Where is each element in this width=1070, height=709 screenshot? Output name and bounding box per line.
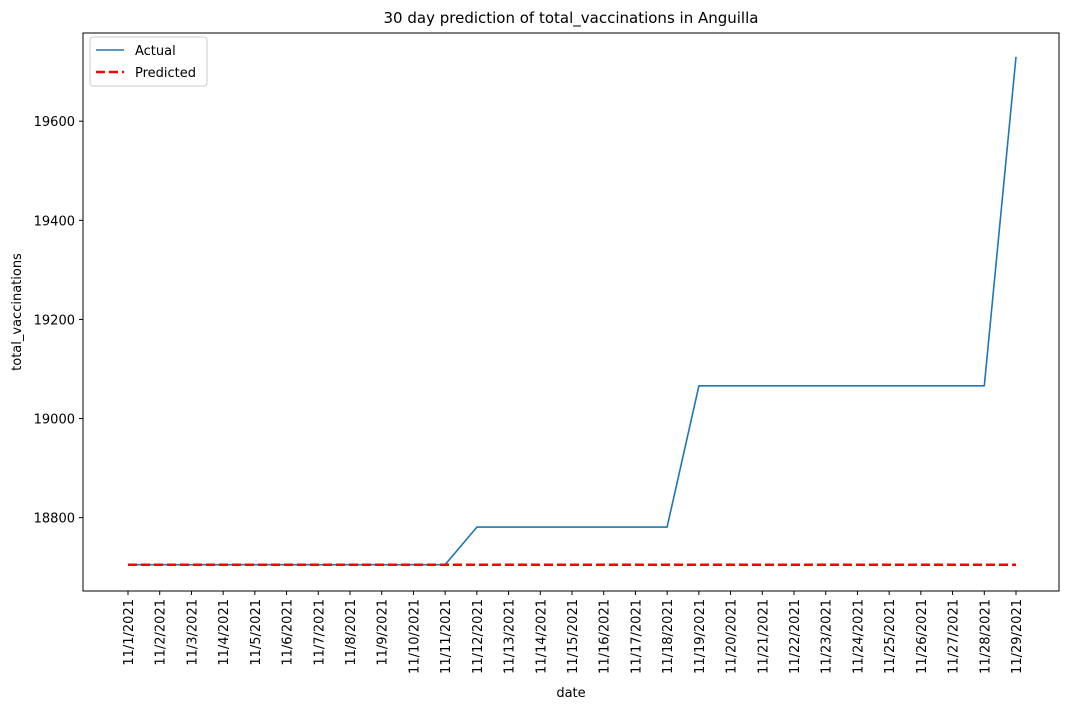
x-tick-label: 11/16/2021: [598, 599, 613, 674]
y-tick-label: 19400: [34, 214, 75, 229]
y-tick-label: 18800: [34, 512, 75, 527]
x-tick-label: 11/8/2021: [344, 599, 359, 666]
plot-area: [128, 56, 1017, 566]
x-tick-label: 11/20/2021: [725, 599, 740, 674]
y-tick-label: 19600: [34, 115, 75, 130]
x-tick-label: 11/21/2021: [756, 599, 771, 674]
x-tick-label: 11/3/2021: [185, 599, 200, 666]
x-tick-label: 11/6/2021: [281, 599, 296, 666]
x-tick-label: 11/10/2021: [407, 599, 422, 674]
x-tick-label: 11/28/2021: [978, 599, 993, 674]
x-tick-label: 11/19/2021: [693, 599, 708, 674]
x-tick-label: 11/13/2021: [503, 599, 518, 674]
x-tick-label: 11/15/2021: [566, 599, 581, 674]
y-tick-label: 19200: [34, 313, 75, 328]
x-tick-label: 11/29/2021: [1010, 599, 1025, 674]
x-tick-label: 11/4/2021: [217, 599, 232, 666]
x-axis-label: date: [556, 686, 585, 701]
legend-label-predicted: Predicted: [135, 66, 196, 81]
x-tick-label: 11/5/2021: [249, 599, 264, 666]
x-tick-label: 11/22/2021: [788, 599, 803, 674]
x-tick-label: 11/12/2021: [471, 599, 486, 674]
plot-frame: [82, 32, 1060, 592]
y-axis-label: total_vaccinations: [10, 253, 25, 371]
x-tick-label: 11/18/2021: [661, 599, 676, 674]
x-tick-label: 11/2/2021: [154, 599, 169, 666]
x-tick-label: 11/17/2021: [629, 599, 644, 674]
legend-label-actual: Actual: [135, 44, 176, 59]
x-tick-label: 11/7/2021: [312, 599, 327, 666]
x-tick-label: 11/9/2021: [376, 599, 391, 666]
x-tick-label: 11/27/2021: [947, 599, 962, 674]
x-tick-label: 11/24/2021: [851, 599, 866, 674]
x-tick-label: 11/23/2021: [820, 599, 835, 674]
x-tick-label: 11/14/2021: [534, 599, 549, 674]
y-tick-label: 19000: [34, 413, 75, 428]
x-tick-label: 11/11/2021: [439, 599, 454, 674]
x-tick-label: 11/1/2021: [122, 599, 137, 666]
series-line-actual: [128, 56, 1017, 566]
x-tick-label: 11/26/2021: [915, 599, 930, 674]
legend: Actual Predicted: [89, 36, 208, 87]
x-tick-label: 11/25/2021: [883, 599, 898, 674]
chart-title: 30 day prediction of total_vaccinations …: [384, 9, 759, 28]
